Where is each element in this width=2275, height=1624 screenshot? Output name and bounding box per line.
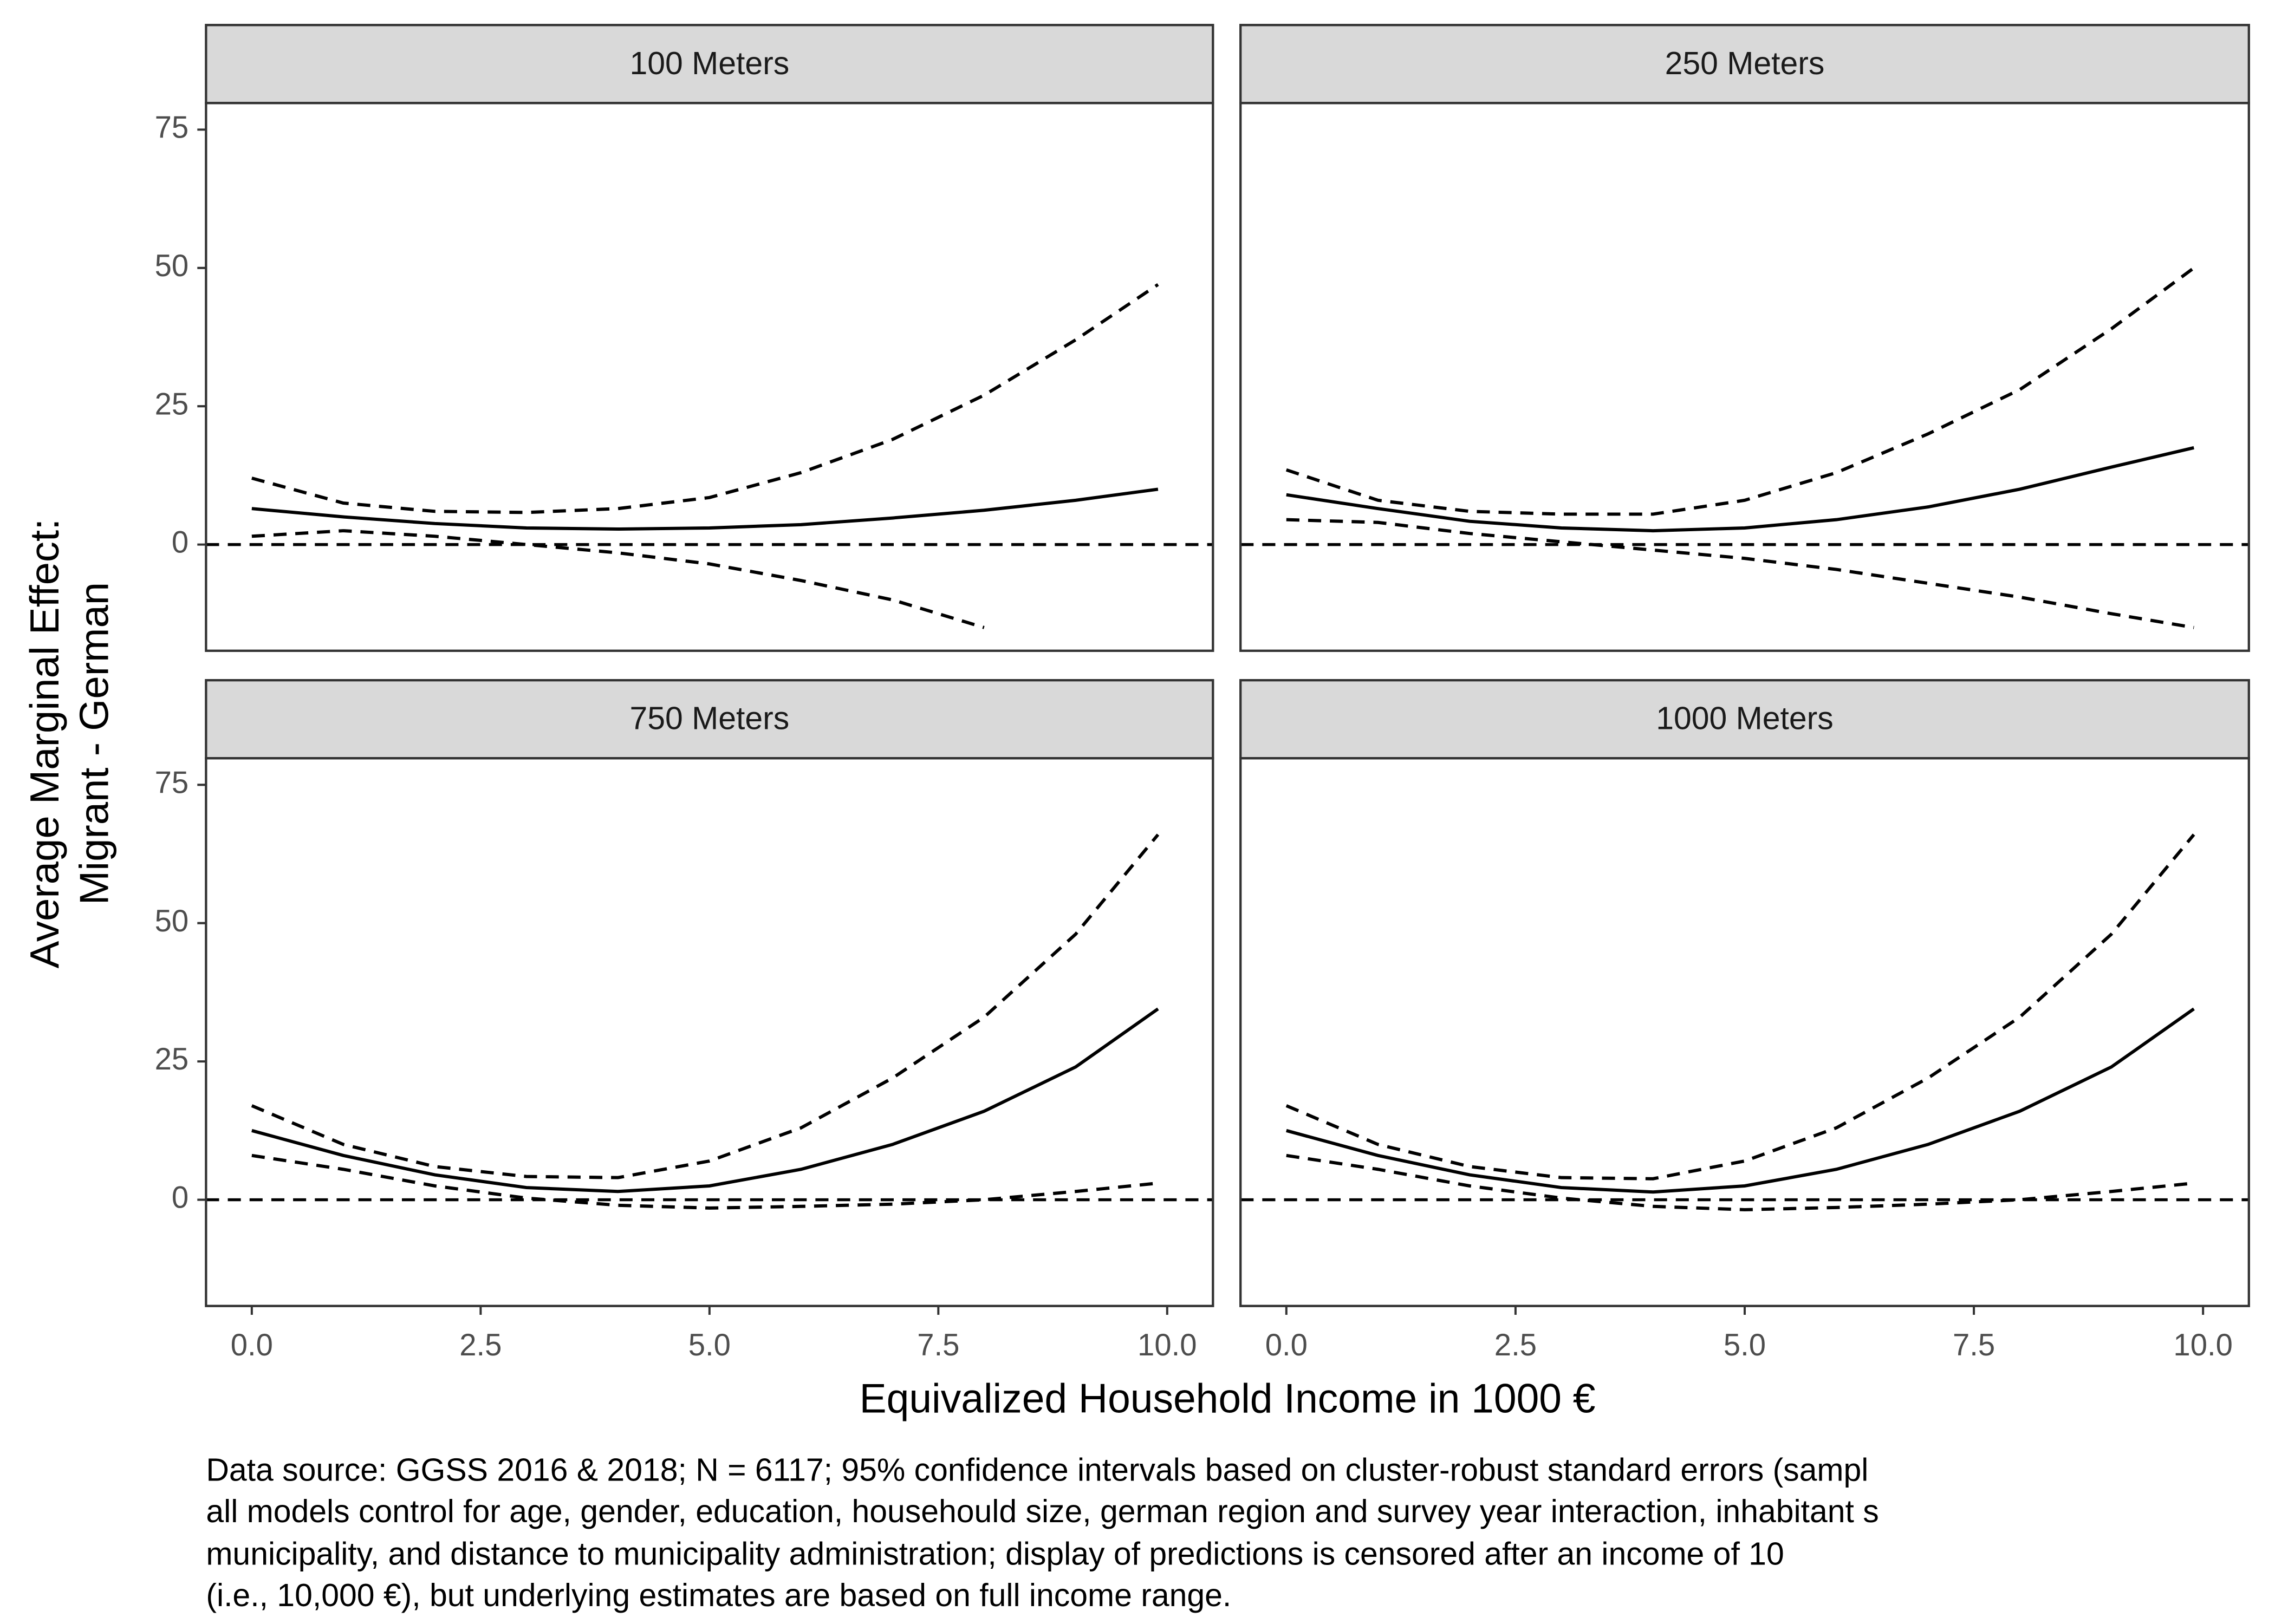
- strip-title: 750 Meters: [629, 700, 789, 736]
- y-tick-label: 50: [155, 904, 189, 938]
- x-tick-label: 2.5: [459, 1328, 502, 1362]
- panel-border: [205, 102, 1214, 652]
- x-tick-label: 5.0: [688, 1328, 731, 1362]
- ci-line: [1286, 518, 2194, 629]
- ci-line: [251, 529, 985, 629]
- x-tick-label: 0.0: [1265, 1328, 1308, 1362]
- panel: [206, 103, 1213, 651]
- strip-title: 250 Meters: [1665, 44, 1825, 81]
- panel-border: [205, 757, 1214, 1307]
- ci-line: [251, 833, 1160, 1179]
- estimate-line: [1286, 446, 2194, 533]
- panel: [206, 758, 1213, 1306]
- ci-line: [251, 283, 1159, 514]
- estimate-line: [1286, 1007, 2195, 1194]
- estimate-line: [251, 487, 1159, 531]
- y-tick-label: 25: [155, 387, 189, 421]
- caption-line: municipality, and distance to municipali…: [206, 1535, 1784, 1571]
- y-tick-label: 25: [155, 1042, 189, 1077]
- x-axis-title: Equivalized Household Income in 1000 €: [860, 1376, 1596, 1422]
- x-tick-label: 10.0: [2173, 1328, 2232, 1362]
- ci-line: [1285, 833, 2195, 1181]
- y-tick-label: 0: [172, 1181, 188, 1215]
- ci-line: [1285, 266, 2195, 516]
- caption-line: all models control for age, gender, educ…: [206, 1492, 1878, 1529]
- x-tick-label: 2.5: [1494, 1328, 1537, 1362]
- y-tick-label: 75: [155, 110, 189, 145]
- x-tick-label: 0.0: [231, 1328, 273, 1362]
- ci-line: [251, 1153, 1159, 1210]
- panel-border: [1239, 102, 2250, 652]
- x-tick-label: 7.5: [917, 1328, 959, 1362]
- panel: [1240, 103, 2249, 651]
- y-tick-label: 0: [172, 525, 188, 559]
- caption-line: Data source: GGSS 2016 & 2018; N = 6117;…: [206, 1451, 1868, 1488]
- panel: [1240, 758, 2249, 1306]
- x-tick-label: 10.0: [1138, 1328, 1197, 1362]
- strip: [205, 24, 1214, 105]
- y-axis-title-line: Average Marginal Effect:: [23, 519, 68, 969]
- strip: [1239, 679, 2250, 760]
- y-axis-title-line: Migrant - German: [72, 582, 117, 905]
- caption-line: (i.e., 10,000 €), but underlying estimat…: [206, 1576, 1231, 1613]
- estimate-line: [251, 1007, 1159, 1193]
- y-tick-label: 75: [155, 766, 189, 800]
- y-tick-label: 50: [155, 249, 189, 283]
- strip: [205, 679, 1214, 760]
- ci-line: [1286, 1153, 2194, 1211]
- x-tick-label: 7.5: [1953, 1328, 1995, 1362]
- x-tick-label: 5.0: [1724, 1328, 1766, 1362]
- strip: [1239, 24, 2250, 105]
- strip-title: 100 Meters: [629, 44, 789, 81]
- strip-title: 1000 Meters: [1656, 700, 1833, 736]
- panel-border: [1239, 757, 2250, 1307]
- y-axis-title: Average Marginal Effect: Migrant - Germa…: [23, 519, 117, 969]
